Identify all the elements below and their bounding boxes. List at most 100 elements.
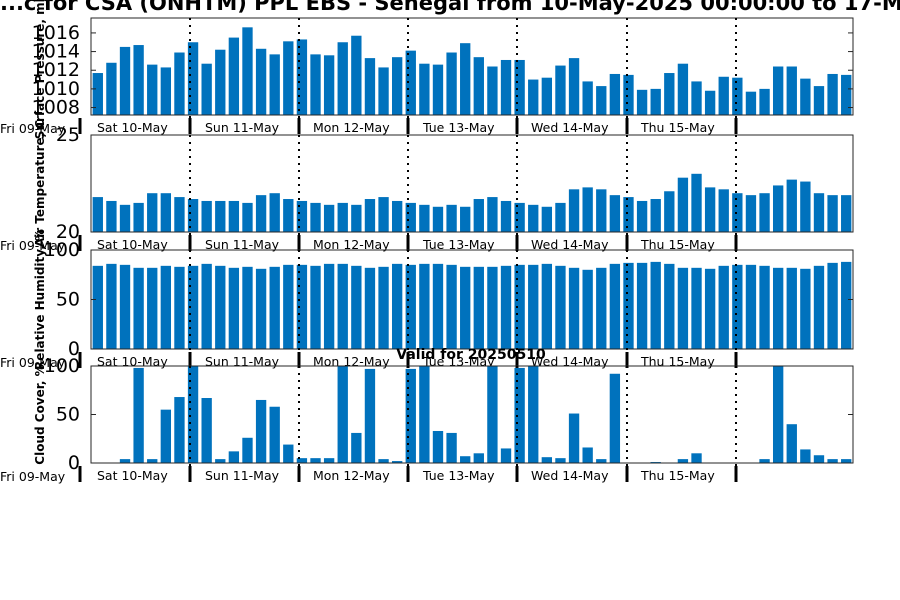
bar xyxy=(555,65,566,115)
bar xyxy=(609,263,621,349)
bar xyxy=(391,57,403,115)
bar xyxy=(528,264,539,349)
day-label: Thu 15-May xyxy=(640,120,715,135)
bar xyxy=(528,79,539,115)
bar xyxy=(664,191,675,232)
bar xyxy=(460,43,471,115)
day-label: Sun 11-May xyxy=(205,468,280,483)
bar xyxy=(691,267,702,349)
bar xyxy=(827,73,838,115)
bar xyxy=(215,265,226,349)
day-label: Mon 12-May xyxy=(313,237,390,252)
bar xyxy=(92,73,103,115)
figure-title: ...c for CSA (ONHTM) PPL EBS - Senegal f… xyxy=(0,0,900,15)
bar xyxy=(732,193,743,232)
bar xyxy=(242,202,253,232)
bar xyxy=(528,366,539,463)
bar xyxy=(92,197,103,232)
day-label: Sat 10-May xyxy=(97,237,168,252)
bar xyxy=(187,366,199,463)
bar xyxy=(541,457,553,463)
bar xyxy=(582,187,593,232)
bar xyxy=(201,200,212,232)
y-tick-label: 1016 xyxy=(32,22,80,44)
axes-frame xyxy=(90,17,854,116)
bar xyxy=(759,88,770,115)
bar xyxy=(160,67,172,115)
bar xyxy=(160,265,172,349)
y-axis-label: Surface Pressure, mb xyxy=(33,0,47,139)
bar xyxy=(337,42,348,115)
bar xyxy=(772,66,784,115)
y-tick-label: 100 xyxy=(44,355,80,377)
bar xyxy=(174,397,185,463)
bar xyxy=(242,437,253,463)
bar xyxy=(677,267,689,349)
bar xyxy=(119,459,131,463)
y-tick-label: 100 xyxy=(44,239,80,261)
bar xyxy=(460,266,471,349)
bar xyxy=(405,202,416,232)
bar xyxy=(432,263,444,349)
bar xyxy=(473,266,484,349)
bar xyxy=(786,179,797,232)
bar xyxy=(500,59,512,115)
bar xyxy=(691,453,702,463)
bar xyxy=(323,204,335,232)
bar xyxy=(378,197,389,232)
bar xyxy=(759,459,770,463)
bar xyxy=(255,195,267,232)
bar xyxy=(800,268,811,349)
day-label: Wed 14-May xyxy=(531,468,609,483)
bar xyxy=(786,424,797,463)
bar xyxy=(568,189,580,232)
day-label: Sat 10-May xyxy=(97,468,168,483)
bar xyxy=(160,409,172,463)
bar xyxy=(419,63,430,115)
bar xyxy=(405,264,416,349)
day-label: Wed 14-May xyxy=(531,237,609,252)
day-label: Thu 15-May xyxy=(640,237,715,252)
bar xyxy=(310,458,321,463)
bar xyxy=(296,264,308,349)
bar xyxy=(800,449,811,463)
bar xyxy=(364,267,376,349)
day-label: Sun 11-May xyxy=(205,237,280,252)
bar xyxy=(351,35,362,115)
bar xyxy=(704,90,716,115)
bar xyxy=(446,52,457,115)
bar xyxy=(841,195,852,232)
bar xyxy=(255,48,267,115)
bar xyxy=(133,202,144,232)
bar xyxy=(596,189,607,232)
bar xyxy=(228,200,240,232)
bar xyxy=(623,262,634,349)
bar xyxy=(147,64,158,115)
bar xyxy=(718,189,729,232)
bar xyxy=(201,263,212,349)
bar xyxy=(133,367,144,463)
bar xyxy=(759,265,770,349)
y-tick-label: 50 xyxy=(56,404,80,426)
bar xyxy=(296,39,308,116)
bar xyxy=(555,265,566,349)
bar xyxy=(296,458,308,463)
bar xyxy=(800,78,811,115)
bar xyxy=(732,77,743,115)
bar xyxy=(500,448,512,463)
bar xyxy=(255,399,267,463)
y-tick-label: 1012 xyxy=(32,59,80,81)
bar xyxy=(609,195,621,232)
bar xyxy=(813,86,825,115)
bar xyxy=(283,264,294,349)
bar xyxy=(541,77,553,115)
bar xyxy=(269,54,280,115)
bar xyxy=(813,265,825,349)
bar xyxy=(636,200,648,232)
bar xyxy=(813,455,825,463)
bar xyxy=(242,266,253,349)
bar xyxy=(745,91,757,115)
bar xyxy=(269,193,280,232)
bar xyxy=(745,264,757,349)
bar xyxy=(446,432,457,463)
